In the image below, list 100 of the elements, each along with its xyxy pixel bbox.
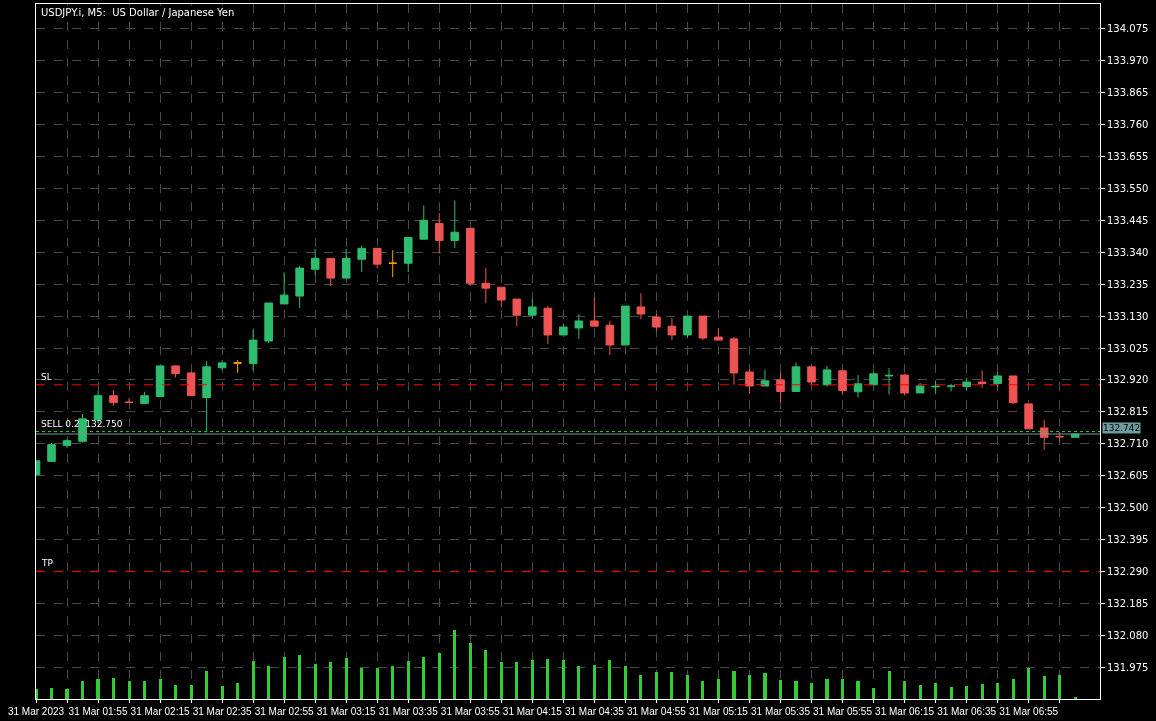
candlestick (419, 204, 429, 240)
x-tick-label: 31 Mar 04:35 (564, 706, 625, 717)
bar (221, 686, 224, 699)
bar (593, 665, 596, 699)
candlestick (109, 389, 118, 407)
candlestick (465, 227, 475, 287)
x-tick-label: 31 Mar 03:55 (440, 706, 501, 717)
bar (810, 683, 813, 699)
candlestick (512, 298, 522, 327)
y-tick-label: 132.815 (1107, 406, 1149, 418)
bar (531, 660, 534, 699)
y-tick-label: 132.185 (1107, 597, 1149, 609)
chart-title: USDJPY.i, M5: US Dollar / Japanese Yen (41, 7, 235, 18)
bar (484, 650, 487, 699)
candlestick (621, 305, 630, 346)
bar (872, 688, 875, 699)
bar (174, 685, 177, 699)
y-tick-label: 132.710 (1107, 438, 1149, 450)
y-tick-label: 133.760 (1107, 119, 1149, 131)
candlestick (729, 336, 739, 386)
bar (639, 675, 642, 699)
bar (748, 675, 751, 699)
bar (81, 681, 84, 699)
bar (128, 681, 131, 699)
bar (205, 671, 208, 699)
candlestick (946, 383, 956, 392)
candlestick (791, 362, 801, 392)
bar (732, 671, 736, 699)
bar (50, 688, 53, 699)
bar (500, 662, 503, 699)
bar (267, 666, 270, 699)
bar (515, 662, 518, 699)
x-tick-label: 31 Mar 03:15 (316, 706, 377, 717)
y-tick-label: 133.340 (1107, 246, 1149, 258)
bar (469, 643, 472, 699)
bar (360, 668, 363, 699)
bar (1012, 679, 1015, 699)
bar (1027, 668, 1030, 699)
bar (686, 675, 689, 699)
x-tick-label: 31 Mar 02:35 (192, 706, 253, 717)
bar (965, 686, 968, 699)
bar (608, 660, 611, 699)
y-tick-label: 133.130 (1107, 310, 1149, 322)
bar (981, 684, 984, 699)
candlestick (326, 257, 335, 287)
y-tick-label: 133.550 (1107, 182, 1149, 194)
bar (422, 657, 425, 699)
x-tick-label: 31 Mar 2023 (7, 706, 65, 717)
bar (298, 655, 301, 699)
candlestick (434, 212, 444, 254)
candlestick (760, 369, 770, 387)
bar (36, 689, 38, 699)
candlestick (915, 382, 925, 394)
ref-line-label: TP (41, 558, 54, 568)
candlestick (62, 438, 72, 449)
candlestick (636, 292, 646, 320)
candlestick (559, 323, 568, 336)
bar (779, 680, 782, 699)
bar (1058, 675, 1061, 699)
bar (950, 687, 953, 699)
bar (391, 666, 394, 699)
x-tick-label: 31 Mar 06:35 (937, 706, 997, 717)
bar (376, 668, 379, 699)
candlestick (853, 374, 863, 399)
candlestick (357, 244, 367, 273)
candlestick (590, 297, 599, 327)
candlestick (977, 369, 987, 389)
bar (670, 672, 673, 699)
candlestick (47, 442, 56, 463)
candlestick (900, 373, 909, 396)
bar (624, 666, 627, 699)
x-tick-label: 31 Mar 04:15 (502, 706, 563, 717)
bar (345, 658, 348, 699)
x-tick-label: 31 Mar 03:35 (378, 706, 439, 717)
candlestick (217, 359, 227, 371)
y-tick-label: 132.395 (1107, 533, 1149, 545)
y-tick-label: 132.080 (1107, 629, 1149, 641)
y-tick-label: 133.445 (1107, 214, 1149, 226)
x-tick-label: 31 Mar 02:15 (130, 706, 190, 717)
bar (841, 679, 844, 699)
candlestick (295, 265, 304, 309)
bar (888, 671, 891, 699)
candlestick (155, 365, 165, 398)
candlestick (450, 199, 460, 249)
bar (438, 653, 441, 699)
bar (65, 689, 69, 699)
candlestick (124, 397, 134, 404)
x-tick-label: 31 Mar 04:55 (626, 706, 687, 717)
candlestick (388, 249, 398, 278)
bar (996, 683, 999, 699)
candlestick (869, 371, 878, 386)
ref-line-label: SL (41, 372, 52, 382)
bar (546, 659, 549, 699)
candlestick (776, 372, 785, 403)
candlestick (683, 315, 692, 339)
y-tick-label: 134.075 (1107, 23, 1149, 35)
bar (934, 683, 937, 699)
y-tick-label: 133.235 (1107, 278, 1149, 290)
y-tick-label: 132.605 (1107, 470, 1149, 482)
candlestick (714, 327, 723, 341)
